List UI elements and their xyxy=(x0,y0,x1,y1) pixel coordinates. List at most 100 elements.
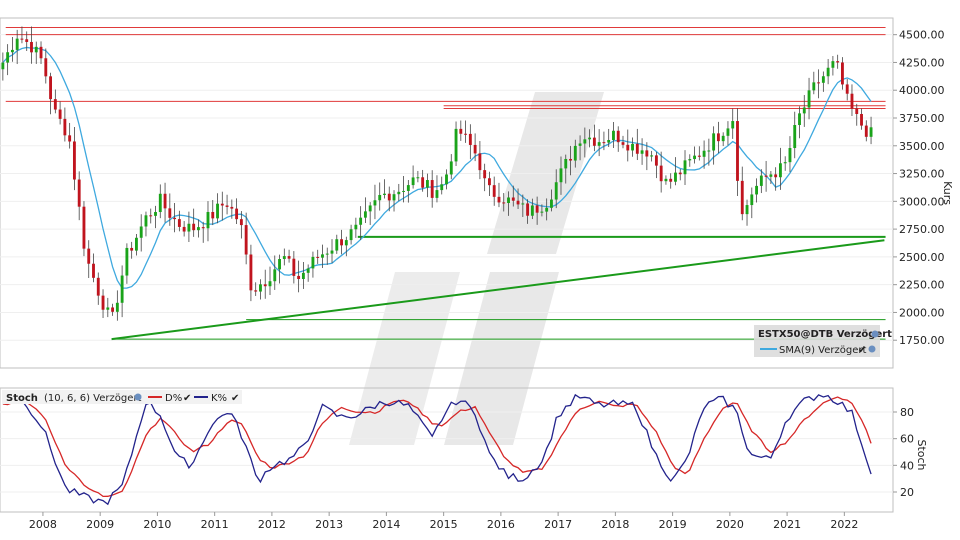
stoch-y-tick-label: 40 xyxy=(900,459,914,472)
x-tick-label: 2009 xyxy=(86,518,114,531)
candle-down xyxy=(841,62,844,85)
candle-down xyxy=(87,248,91,264)
candle-down xyxy=(297,275,301,280)
candle-up xyxy=(325,253,329,255)
candle-up xyxy=(406,185,410,191)
legend-settings-icon[interactable] xyxy=(871,330,879,338)
candle-down xyxy=(774,174,778,178)
candle-down xyxy=(82,206,86,249)
candle-down xyxy=(287,256,291,259)
candle-down xyxy=(182,226,186,232)
price-y-axis: 4500.00 4250.00 4000.00 3750.00 3500.00 3250.… xyxy=(893,29,945,347)
candle-up xyxy=(354,224,358,230)
candle-down xyxy=(130,247,134,251)
stoch-settings-icon[interactable] xyxy=(134,393,142,401)
candle-up xyxy=(778,163,782,178)
x-tick-label: 2017 xyxy=(544,518,572,531)
candle-down xyxy=(592,137,596,146)
x-tick-label: 2018 xyxy=(601,518,629,531)
candle-down xyxy=(63,118,67,136)
candle-up xyxy=(607,139,611,143)
candle-down xyxy=(621,142,625,145)
price-y-tick-label: 4250.00 xyxy=(899,56,945,69)
candle-up xyxy=(10,49,14,53)
candle-down xyxy=(149,215,153,217)
candle-up xyxy=(359,217,363,225)
price-y-axis-label: Kurs xyxy=(941,181,954,205)
stoch-y-tick-label: 80 xyxy=(900,406,914,419)
candle-down xyxy=(111,307,115,312)
candle-up xyxy=(507,197,510,204)
candle-up xyxy=(144,215,148,227)
candle-down xyxy=(483,170,487,179)
legend-sma-settings-icon[interactable] xyxy=(868,345,876,353)
price-y-tick-label: 2750.00 xyxy=(899,223,945,236)
x-axis: 2008 2009 2010 2011 2012 2013 2014 2015 2016 2017… xyxy=(29,512,858,531)
candle-up xyxy=(206,211,210,229)
candle-up xyxy=(330,250,334,254)
candle-down xyxy=(635,143,639,154)
candle-down xyxy=(502,202,506,204)
candle-down xyxy=(678,172,682,175)
candle-up xyxy=(411,177,415,186)
candle-down xyxy=(516,200,520,205)
candle-down xyxy=(53,99,57,110)
candle-down xyxy=(244,225,248,255)
x-tick-label: 2014 xyxy=(372,518,400,531)
candle-up xyxy=(821,76,825,83)
candle-up xyxy=(115,302,119,312)
candle-down xyxy=(740,180,744,215)
x-tick-label: 2015 xyxy=(430,518,458,531)
candle-down xyxy=(49,76,52,100)
candle-up xyxy=(425,180,429,188)
candle-up xyxy=(306,268,310,273)
candle-down xyxy=(235,208,239,220)
price-y-tick-label: 3750.00 xyxy=(899,112,945,125)
stoch-legend-k: K% xyxy=(211,393,227,404)
candle-up xyxy=(759,175,763,186)
candle-up xyxy=(702,150,706,157)
candle-up xyxy=(674,172,677,182)
candle-up xyxy=(769,174,773,177)
x-tick-label: 2010 xyxy=(143,518,171,531)
candle-up xyxy=(259,284,262,292)
candle-up xyxy=(564,158,568,169)
candle-down xyxy=(535,205,539,213)
candle-down xyxy=(340,239,343,246)
candle-up xyxy=(664,178,668,182)
candle-up xyxy=(755,185,759,195)
candle-up xyxy=(750,194,754,206)
x-tick-label: 2016 xyxy=(487,518,515,531)
candle-down xyxy=(25,39,29,42)
stoch-k-check-icon[interactable]: ✔ xyxy=(231,393,239,404)
x-tick-label: 2011 xyxy=(201,518,229,531)
candle-down xyxy=(464,133,468,135)
candle-up xyxy=(650,155,654,157)
candle-down xyxy=(249,254,253,291)
candle-down xyxy=(316,256,320,258)
stoch-d-check-icon[interactable]: ✔ xyxy=(183,393,191,404)
candle-up xyxy=(726,128,730,136)
candle-up xyxy=(559,168,563,183)
x-tick-label: 2012 xyxy=(258,518,286,531)
candle-up xyxy=(788,148,792,163)
candle-up xyxy=(612,130,615,140)
legend-instrument: ESTX50@DTB Verzögert xyxy=(758,329,892,340)
candle-down xyxy=(616,130,620,143)
candle-down xyxy=(626,144,630,151)
legend-sma-check-icon[interactable]: ✔ xyxy=(858,345,866,356)
candle-down xyxy=(44,58,48,77)
candle-up xyxy=(812,82,816,91)
trendline xyxy=(111,239,885,341)
candle-down xyxy=(860,113,863,126)
candle-down xyxy=(225,205,229,207)
candle-up xyxy=(197,227,200,231)
stoch-y-axis: 80 60 40 20 xyxy=(893,406,914,499)
candle-up xyxy=(273,269,277,282)
candle-down xyxy=(850,93,854,109)
candle-down xyxy=(211,211,215,219)
candle-up xyxy=(445,174,448,185)
candle-down xyxy=(72,141,76,180)
candle-up xyxy=(545,207,549,212)
